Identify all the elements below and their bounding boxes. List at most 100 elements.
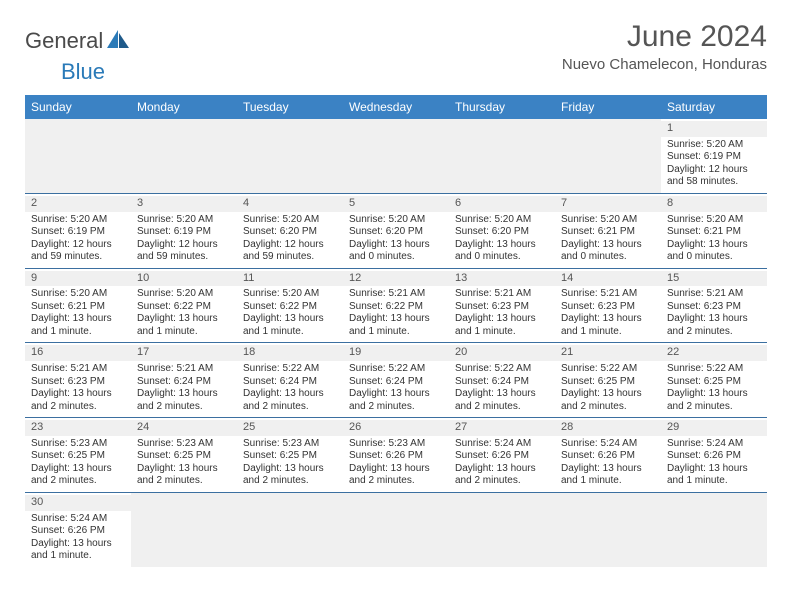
day-cell: 16Sunrise: 5:21 AMSunset: 6:23 PMDayligh… xyxy=(25,343,131,417)
day-info-line: and 58 minutes. xyxy=(667,176,761,189)
day-info-line: Sunset: 6:23 PM xyxy=(667,301,761,314)
day-info-line: Sunset: 6:25 PM xyxy=(137,450,231,463)
day-number: 3 xyxy=(131,196,237,212)
day-info-line: Daylight: 13 hours xyxy=(455,239,549,252)
day-info-line: and 2 minutes. xyxy=(455,401,549,414)
title-block: June 2024 Nuevo Chamelecon, Honduras xyxy=(562,20,767,73)
day-info-line: Sunrise: 5:23 AM xyxy=(137,438,231,451)
day-info-line: Sunset: 6:23 PM xyxy=(455,301,549,314)
day-info-line: Sunset: 6:21 PM xyxy=(667,226,761,239)
day-cell-empty xyxy=(343,493,449,567)
day-info-line: Daylight: 13 hours xyxy=(137,388,231,401)
logo: General xyxy=(25,28,131,54)
day-number: 6 xyxy=(449,196,555,212)
day-info-line: Sunset: 6:25 PM xyxy=(561,376,655,389)
day-info-line: and 2 minutes. xyxy=(31,475,125,488)
day-headers: SundayMondayTuesdayWednesdayThursdayFrid… xyxy=(25,95,767,119)
day-info-line: Sunrise: 5:22 AM xyxy=(667,363,761,376)
day-info-line: Sunrise: 5:24 AM xyxy=(667,438,761,451)
day-header: Friday xyxy=(555,95,661,119)
day-info-line: Sunrise: 5:21 AM xyxy=(455,288,549,301)
day-number: 10 xyxy=(131,271,237,287)
day-cell: 23Sunrise: 5:23 AMSunset: 6:25 PMDayligh… xyxy=(25,418,131,492)
logo-text-blue: Blue xyxy=(61,59,105,85)
week-row: 23Sunrise: 5:23 AMSunset: 6:25 PMDayligh… xyxy=(25,418,767,493)
day-cell: 5Sunrise: 5:20 AMSunset: 6:20 PMDaylight… xyxy=(343,194,449,268)
day-cell: 20Sunrise: 5:22 AMSunset: 6:24 PMDayligh… xyxy=(449,343,555,417)
day-info-line: Daylight: 12 hours xyxy=(243,239,337,252)
day-info-line: Sunset: 6:19 PM xyxy=(31,226,125,239)
day-info-line: Daylight: 13 hours xyxy=(349,463,443,476)
day-info-line: Daylight: 12 hours xyxy=(137,239,231,252)
day-number: 11 xyxy=(237,271,343,287)
month-title: June 2024 xyxy=(562,20,767,54)
logo-text-dark: General xyxy=(25,28,103,54)
day-info-line: Daylight: 13 hours xyxy=(561,388,655,401)
day-info-line: Sunset: 6:19 PM xyxy=(667,151,761,164)
day-header: Monday xyxy=(131,95,237,119)
day-info-line: and 1 minute. xyxy=(667,475,761,488)
calendar: SundayMondayTuesdayWednesdayThursdayFrid… xyxy=(25,95,767,567)
week-row: 2Sunrise: 5:20 AMSunset: 6:19 PMDaylight… xyxy=(25,194,767,269)
day-info-line: and 2 minutes. xyxy=(561,401,655,414)
day-info-line: Daylight: 12 hours xyxy=(31,239,125,252)
day-info-line: and 2 minutes. xyxy=(137,475,231,488)
day-number: 27 xyxy=(449,420,555,436)
day-info-line: and 0 minutes. xyxy=(667,251,761,264)
day-cell: 9Sunrise: 5:20 AMSunset: 6:21 PMDaylight… xyxy=(25,269,131,343)
day-info-line: Daylight: 12 hours xyxy=(667,164,761,177)
day-info-line: Sunrise: 5:24 AM xyxy=(455,438,549,451)
day-info-line: Sunrise: 5:20 AM xyxy=(31,288,125,301)
day-info-line: Sunrise: 5:20 AM xyxy=(137,288,231,301)
day-info-line: Sunrise: 5:23 AM xyxy=(31,438,125,451)
day-info-line: Daylight: 13 hours xyxy=(243,313,337,326)
day-info-line: Sunset: 6:22 PM xyxy=(137,301,231,314)
day-info-line: and 2 minutes. xyxy=(349,475,443,488)
day-cell-empty xyxy=(131,119,237,193)
day-info-line: Daylight: 13 hours xyxy=(137,463,231,476)
day-info-line: Sunset: 6:21 PM xyxy=(31,301,125,314)
day-info-line: Sunrise: 5:24 AM xyxy=(561,438,655,451)
day-cell-empty xyxy=(661,493,767,567)
day-info-line: and 1 minute. xyxy=(243,326,337,339)
day-cell: 25Sunrise: 5:23 AMSunset: 6:25 PMDayligh… xyxy=(237,418,343,492)
day-info-line: Sunrise: 5:20 AM xyxy=(243,214,337,227)
day-number: 12 xyxy=(343,271,449,287)
day-cell: 6Sunrise: 5:20 AMSunset: 6:20 PMDaylight… xyxy=(449,194,555,268)
day-cell: 21Sunrise: 5:22 AMSunset: 6:25 PMDayligh… xyxy=(555,343,661,417)
day-info-line: Sunset: 6:24 PM xyxy=(455,376,549,389)
day-number: 28 xyxy=(555,420,661,436)
day-info-line: and 2 minutes. xyxy=(667,401,761,414)
day-cell: 18Sunrise: 5:22 AMSunset: 6:24 PMDayligh… xyxy=(237,343,343,417)
day-info-line: and 0 minutes. xyxy=(561,251,655,264)
day-info-line: and 1 minute. xyxy=(31,550,125,563)
day-info-line: Daylight: 13 hours xyxy=(31,463,125,476)
day-number: 17 xyxy=(131,345,237,361)
day-info-line: Sunset: 6:24 PM xyxy=(243,376,337,389)
day-info-line: Sunrise: 5:24 AM xyxy=(31,513,125,526)
day-number: 23 xyxy=(25,420,131,436)
day-info-line: Sunset: 6:25 PM xyxy=(243,450,337,463)
day-number: 15 xyxy=(661,271,767,287)
day-info-line: Sunset: 6:22 PM xyxy=(243,301,337,314)
day-info-line: Sunset: 6:20 PM xyxy=(349,226,443,239)
day-info-line: and 2 minutes. xyxy=(455,475,549,488)
day-info-line: Daylight: 13 hours xyxy=(667,239,761,252)
day-cell: 3Sunrise: 5:20 AMSunset: 6:19 PMDaylight… xyxy=(131,194,237,268)
day-info-line: Sunrise: 5:21 AM xyxy=(667,288,761,301)
day-info-line: Daylight: 13 hours xyxy=(561,463,655,476)
day-cell: 28Sunrise: 5:24 AMSunset: 6:26 PMDayligh… xyxy=(555,418,661,492)
day-info-line: Sunrise: 5:21 AM xyxy=(561,288,655,301)
day-info-line: and 1 minute. xyxy=(561,475,655,488)
day-number: 9 xyxy=(25,271,131,287)
day-info-line: Sunset: 6:23 PM xyxy=(561,301,655,314)
day-cell: 24Sunrise: 5:23 AMSunset: 6:25 PMDayligh… xyxy=(131,418,237,492)
day-info-line: Sunrise: 5:21 AM xyxy=(137,363,231,376)
day-info-line: and 1 minute. xyxy=(455,326,549,339)
day-info-line: Daylight: 13 hours xyxy=(667,463,761,476)
day-info-line: Sunset: 6:23 PM xyxy=(31,376,125,389)
day-info-line: and 59 minutes. xyxy=(137,251,231,264)
week-row: 16Sunrise: 5:21 AMSunset: 6:23 PMDayligh… xyxy=(25,343,767,418)
day-info-line: Daylight: 13 hours xyxy=(31,388,125,401)
day-info-line: Sunrise: 5:23 AM xyxy=(243,438,337,451)
